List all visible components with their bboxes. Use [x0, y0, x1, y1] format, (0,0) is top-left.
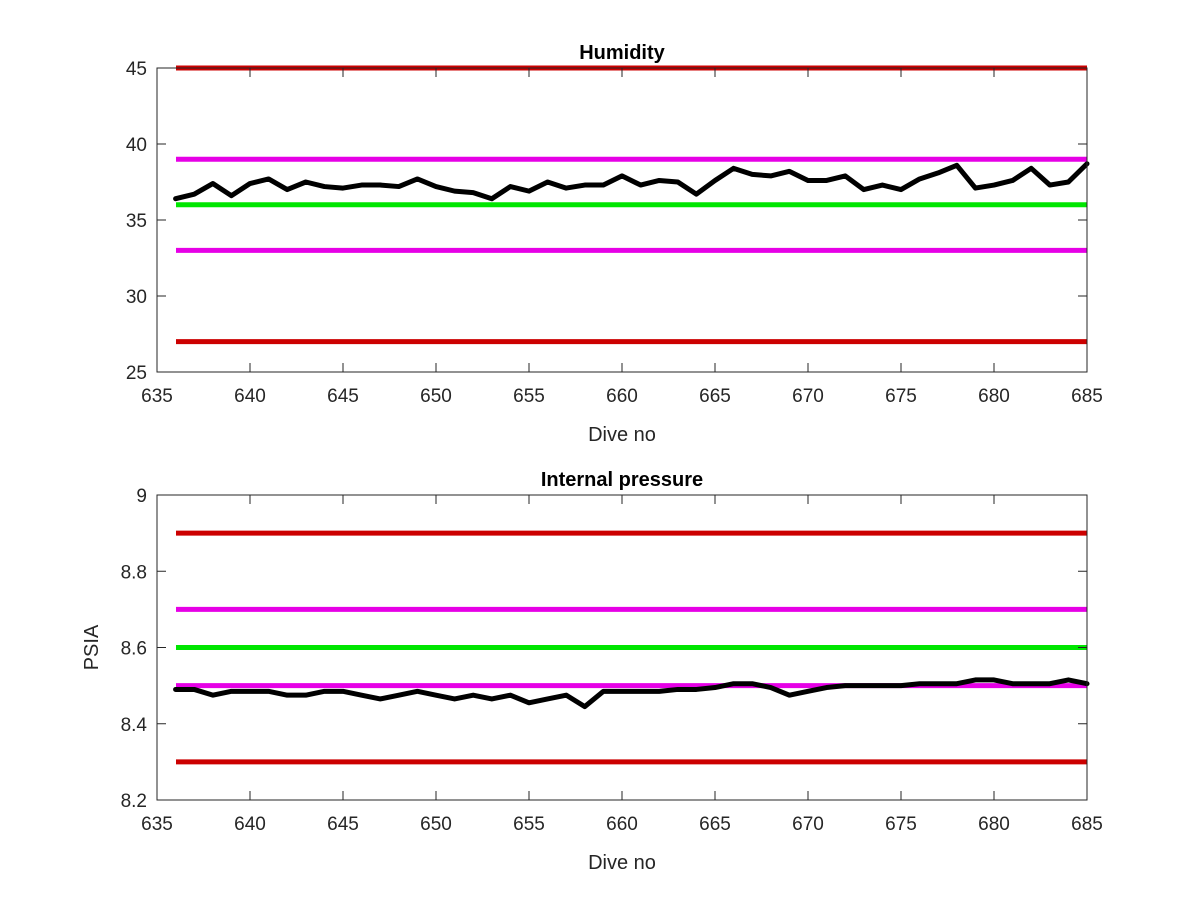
- x-tick-label: 635: [141, 814, 173, 835]
- x-axis-label: Dive no: [588, 424, 656, 446]
- x-tick-label: 655: [513, 814, 545, 835]
- x-tick-label: 650: [420, 814, 452, 835]
- y-tick-label: 45: [126, 59, 147, 80]
- x-tick-label: 680: [978, 814, 1010, 835]
- x-tick-label: 685: [1071, 386, 1103, 407]
- y-tick-label: 8.6: [121, 639, 147, 660]
- data-series-line: [173, 677, 1090, 710]
- x-tick-label: 665: [699, 386, 731, 407]
- y-tick-label: 8.2: [121, 791, 147, 812]
- chart-title: Humidity: [579, 42, 665, 64]
- y-tick-label: 9: [136, 486, 147, 507]
- x-tick-label: 685: [1071, 814, 1103, 835]
- y-tick-label: 8.8: [121, 562, 147, 583]
- x-tick-label: 680: [978, 386, 1010, 407]
- x-tick-label: 640: [234, 814, 266, 835]
- subplot-1: 635 640 645 650 655 660 665 670 675 680 685 25 30 35 4…: [126, 42, 1103, 446]
- x-axis-label: Dive no: [588, 852, 656, 874]
- data-series-line: [173, 161, 1090, 202]
- x-tick-label: 650: [420, 386, 452, 407]
- chart-title: Internal pressure: [541, 469, 703, 491]
- axes-box: [156, 67, 1088, 373]
- y-tick-label: 25: [126, 363, 147, 384]
- x-tick-label: 635: [141, 386, 173, 407]
- x-tick-label: 675: [885, 814, 917, 835]
- x-tick-label: 670: [792, 386, 824, 407]
- x-tick-label: 670: [792, 814, 824, 835]
- x-tick-label: 645: [327, 386, 359, 407]
- y-tick-label: 35: [126, 211, 147, 232]
- y-tick-label: 30: [126, 287, 147, 308]
- y-tick-label: 40: [126, 135, 147, 156]
- x-tick-label: 660: [606, 386, 638, 407]
- y-axis-label: PSIA: [81, 624, 103, 670]
- y-tick-label: 8.4: [121, 715, 148, 736]
- x-tick-label: 645: [327, 814, 359, 835]
- subplot-2: 635 640 645 650 655 660 665 670 675 680 685 8.2 8.4 8…: [81, 469, 1103, 874]
- x-tick-label: 640: [234, 386, 266, 407]
- x-tick-label: 665: [699, 814, 731, 835]
- x-tick-label: 675: [885, 386, 917, 407]
- x-tick-label: 655: [513, 386, 545, 407]
- x-tick-label: 660: [606, 814, 638, 835]
